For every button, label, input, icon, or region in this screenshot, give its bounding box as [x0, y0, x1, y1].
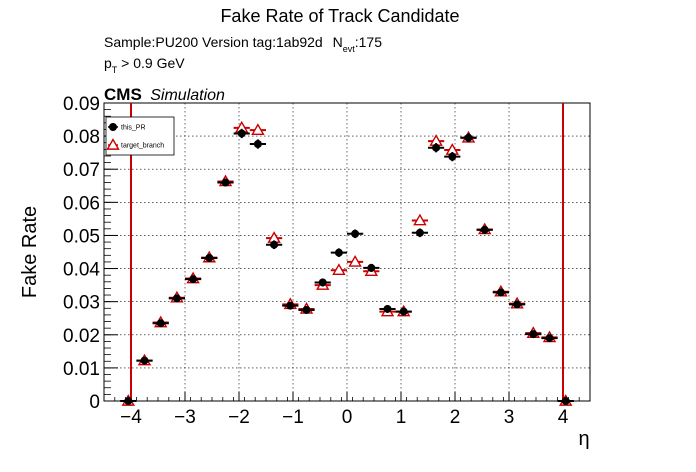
sample-info: Sample:PU200 Version tag:1ab92d Nevt:175	[104, 34, 382, 54]
y-tick-label: 0	[89, 392, 100, 413]
x-tick-label: 0	[342, 407, 353, 428]
data-points	[120, 120, 574, 406]
series-this_PR	[120, 128, 574, 405]
legend-label: this_PR	[121, 125, 146, 132]
y-tick-label: 0.04	[63, 260, 100, 281]
data-point	[348, 255, 362, 267]
y-tick-label: 0.05	[63, 226, 100, 247]
x-tick-label: 1	[396, 407, 407, 428]
data-point	[253, 140, 262, 149]
data-point	[513, 300, 522, 309]
y-tick-label: 0.06	[63, 193, 100, 214]
data-point	[237, 129, 246, 138]
data-point	[302, 305, 311, 314]
data-point	[399, 307, 408, 316]
x-tick-label: 4	[558, 407, 569, 428]
data-point	[189, 275, 198, 284]
pt-subscript: T	[112, 65, 118, 75]
data-point	[464, 133, 473, 142]
x-axis-label: η	[578, 428, 589, 450]
data-point	[318, 278, 327, 287]
y-tick-label: 0.09	[63, 94, 100, 115]
y-tick-label: 0.03	[63, 293, 100, 314]
x-tick-label: 3	[504, 407, 515, 428]
nevt-subscript: evt	[343, 44, 356, 54]
data-point	[286, 301, 295, 310]
data-point	[415, 228, 424, 237]
pt-cut-value: > 0.9 GeV	[117, 55, 185, 71]
x-tick-label: −3	[174, 407, 196, 428]
x-tick-label: −1	[282, 407, 304, 428]
cms-label: CMS	[104, 85, 142, 104]
data-point	[334, 248, 343, 257]
data-point	[367, 263, 376, 272]
legend-label: target_branch	[121, 143, 164, 150]
y-axis-label: Fake Rate	[19, 206, 41, 298]
nevt-label: N	[333, 34, 343, 50]
x-tick-label: 2	[450, 407, 461, 428]
data-point	[270, 240, 279, 249]
legend-marker	[109, 123, 117, 131]
data-point	[251, 123, 265, 135]
legend: this_PR target_branch	[105, 116, 175, 156]
data-point	[448, 152, 457, 161]
chart-title: Fake Rate of Track Candidate	[220, 6, 459, 26]
data-point	[529, 330, 538, 339]
data-point	[545, 334, 554, 343]
data-point	[332, 263, 346, 276]
x-tick-label: −4	[120, 407, 142, 428]
tick-labels: −4 −3 −2 −1 0 1 2 3 4 0 0.01 0.02 0.03 0.04 0.05 0.06 0.…	[63, 94, 569, 428]
legend-marker	[106, 138, 120, 150]
simulation-label: Simulation	[150, 87, 225, 104]
data-point	[205, 253, 214, 262]
data-point	[351, 229, 360, 238]
data-point	[124, 397, 133, 405]
data-point	[413, 213, 427, 226]
data-point	[172, 294, 181, 303]
y-tick-label: 0.08	[63, 127, 100, 148]
data-point	[383, 304, 392, 313]
y-tick-label: 0.01	[63, 359, 100, 380]
x-tick-label: −2	[228, 407, 250, 428]
data-point	[140, 356, 149, 365]
data-point	[496, 288, 505, 297]
cms-label-group: CMS Simulation	[104, 85, 225, 104]
data-point	[156, 319, 165, 328]
data-point	[221, 178, 230, 187]
y-tick-label: 0.07	[63, 160, 100, 181]
data-point	[432, 143, 441, 152]
nevt-value: :175	[355, 34, 382, 50]
y-tick-label: 0.02	[63, 326, 100, 347]
data-point	[480, 225, 489, 234]
pt-label: p	[104, 55, 112, 71]
sample-text: Sample:PU200 Version tag:1ab92d	[104, 34, 323, 50]
pt-cut-text: pT > 0.9 GeV	[104, 55, 185, 75]
data-point	[561, 397, 570, 405]
